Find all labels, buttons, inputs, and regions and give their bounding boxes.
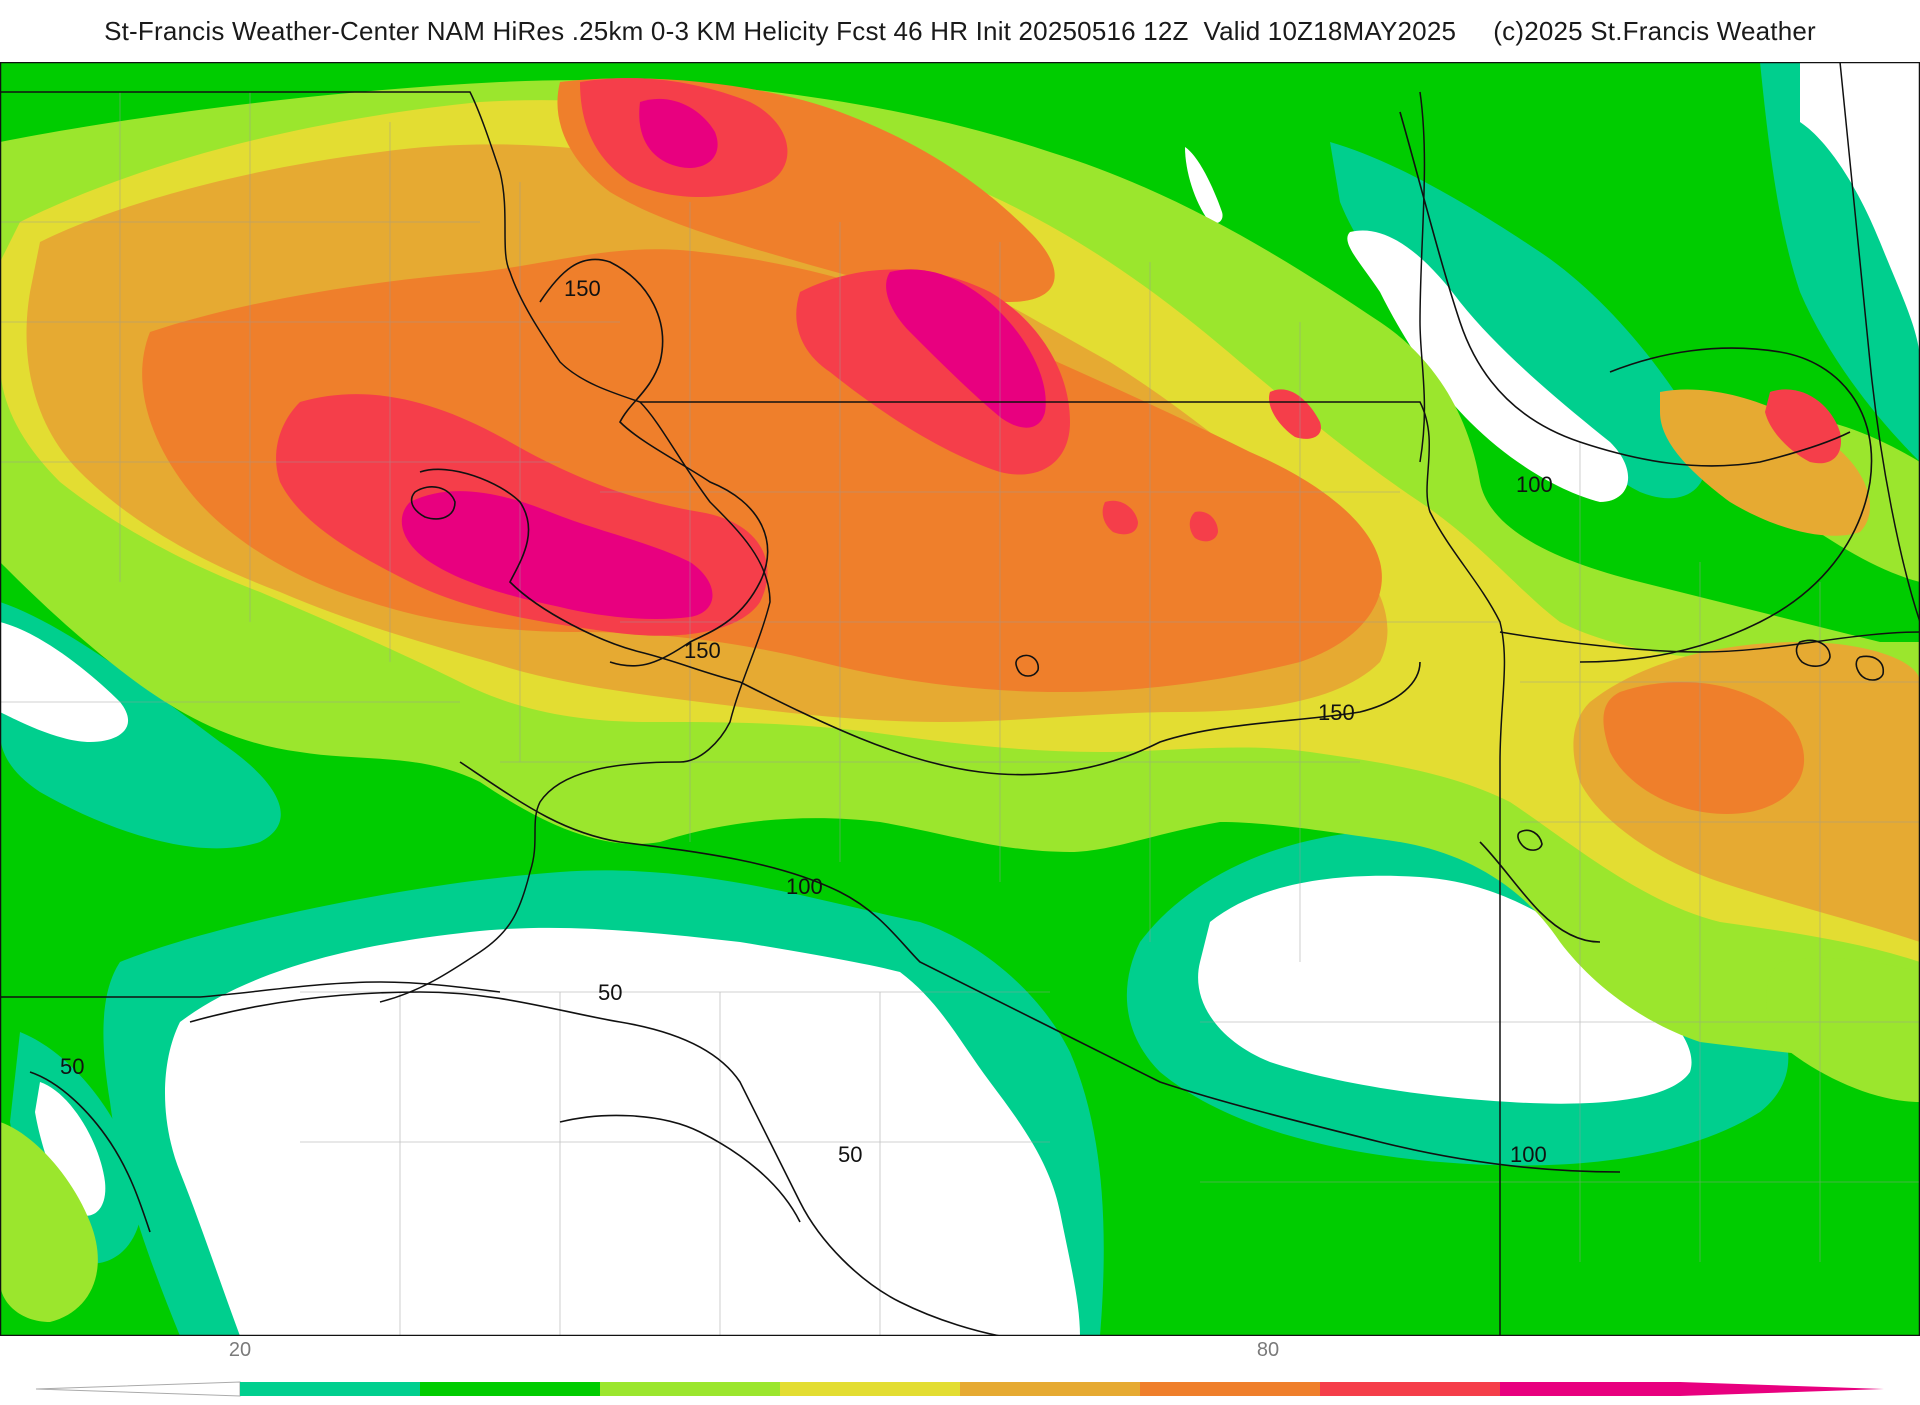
legend-high-arrow bbox=[1680, 1382, 1884, 1396]
shade-white-south bbox=[165, 927, 1080, 1336]
legend-tick-label-20: 20 bbox=[229, 1339, 251, 1361]
shade-white-small-north bbox=[1185, 147, 1223, 224]
contour-label-50: 50 bbox=[838, 1142, 862, 1167]
shade-band-tan-northeast bbox=[1660, 389, 1870, 536]
contour-50-west bbox=[29, 1071, 151, 1233]
legend-tick-label-80: 80 bbox=[1257, 1339, 1279, 1361]
contour-label-group: 150 150 150 100 100 100 50 50 50 bbox=[60, 276, 1553, 1167]
shade-teal-northeast bbox=[1330, 142, 1707, 499]
contour-100-mid bbox=[459, 761, 1621, 1173]
shade-band-red-spot4 bbox=[1189, 511, 1218, 542]
contour-lines bbox=[29, 111, 1885, 1336]
legend-swatch bbox=[1500, 1382, 1681, 1396]
contour-label-100: 100 bbox=[1510, 1142, 1547, 1167]
shade-band-red-spot2 bbox=[1765, 389, 1841, 464]
shade-band-magenta-north bbox=[639, 98, 718, 168]
contour-50-mid bbox=[559, 1114, 801, 1223]
shade-band-lightgreen-southwest bbox=[0, 1122, 98, 1322]
legend-low-arrow bbox=[35, 1381, 241, 1397]
contour-label-100: 100 bbox=[1516, 472, 1553, 497]
shade-white-southwest bbox=[35, 1082, 106, 1216]
contour-100-east bbox=[1579, 347, 1873, 663]
shade-band-lightgreen-southeast bbox=[1766, 957, 1920, 1102]
contour-150-north bbox=[539, 258, 769, 667]
color-legend: 20 80 bbox=[0, 1336, 1920, 1400]
contour-label-50: 50 bbox=[60, 1054, 84, 1079]
contour-label-150: 150 bbox=[684, 638, 721, 663]
county-lines bbox=[0, 92, 1920, 1336]
legend-swatch bbox=[240, 1382, 421, 1396]
contour-loop-2 bbox=[1015, 654, 1040, 677]
shade-band-red-spot3 bbox=[1102, 500, 1138, 535]
contour-label-50: 50 bbox=[598, 980, 622, 1005]
contour-50-south bbox=[189, 991, 1001, 1336]
contour-loop-4 bbox=[1855, 655, 1885, 681]
legend-swatch bbox=[1320, 1382, 1501, 1396]
legend-swatches bbox=[240, 1382, 1681, 1396]
contour-150-west bbox=[419, 468, 741, 683]
contour-loop-1 bbox=[410, 486, 456, 520]
contour-label-150: 150 bbox=[1318, 700, 1355, 725]
legend-swatch bbox=[780, 1382, 961, 1396]
legend-swatch bbox=[960, 1382, 1141, 1396]
contour-100-north bbox=[1399, 111, 1851, 467]
shade-white-west bbox=[0, 622, 129, 742]
contour-100-loop bbox=[1479, 841, 1601, 943]
legend-swatch bbox=[1140, 1382, 1321, 1396]
contour-label-150: 150 bbox=[564, 276, 601, 301]
contour-loop-5 bbox=[1517, 829, 1543, 851]
helicity-map: 150 150 150 100 100 100 50 50 50 bbox=[0, 62, 1920, 1336]
shade-white-northeast bbox=[1800, 62, 1920, 362]
state-lines bbox=[0, 62, 1920, 1336]
shade-band-magenta-center bbox=[886, 269, 1046, 428]
shade-band-orange-east bbox=[1603, 682, 1805, 814]
map-title: St-Francis Weather-Center NAM HiRes .25k… bbox=[104, 15, 1816, 46]
legend-swatch bbox=[600, 1382, 781, 1396]
contour-150-south bbox=[739, 661, 1421, 776]
contour-loop-3 bbox=[1795, 639, 1831, 667]
contour-label-100: 100 bbox=[786, 874, 823, 899]
legend-swatch bbox=[420, 1382, 601, 1396]
shade-band-magenta-west bbox=[401, 491, 713, 619]
